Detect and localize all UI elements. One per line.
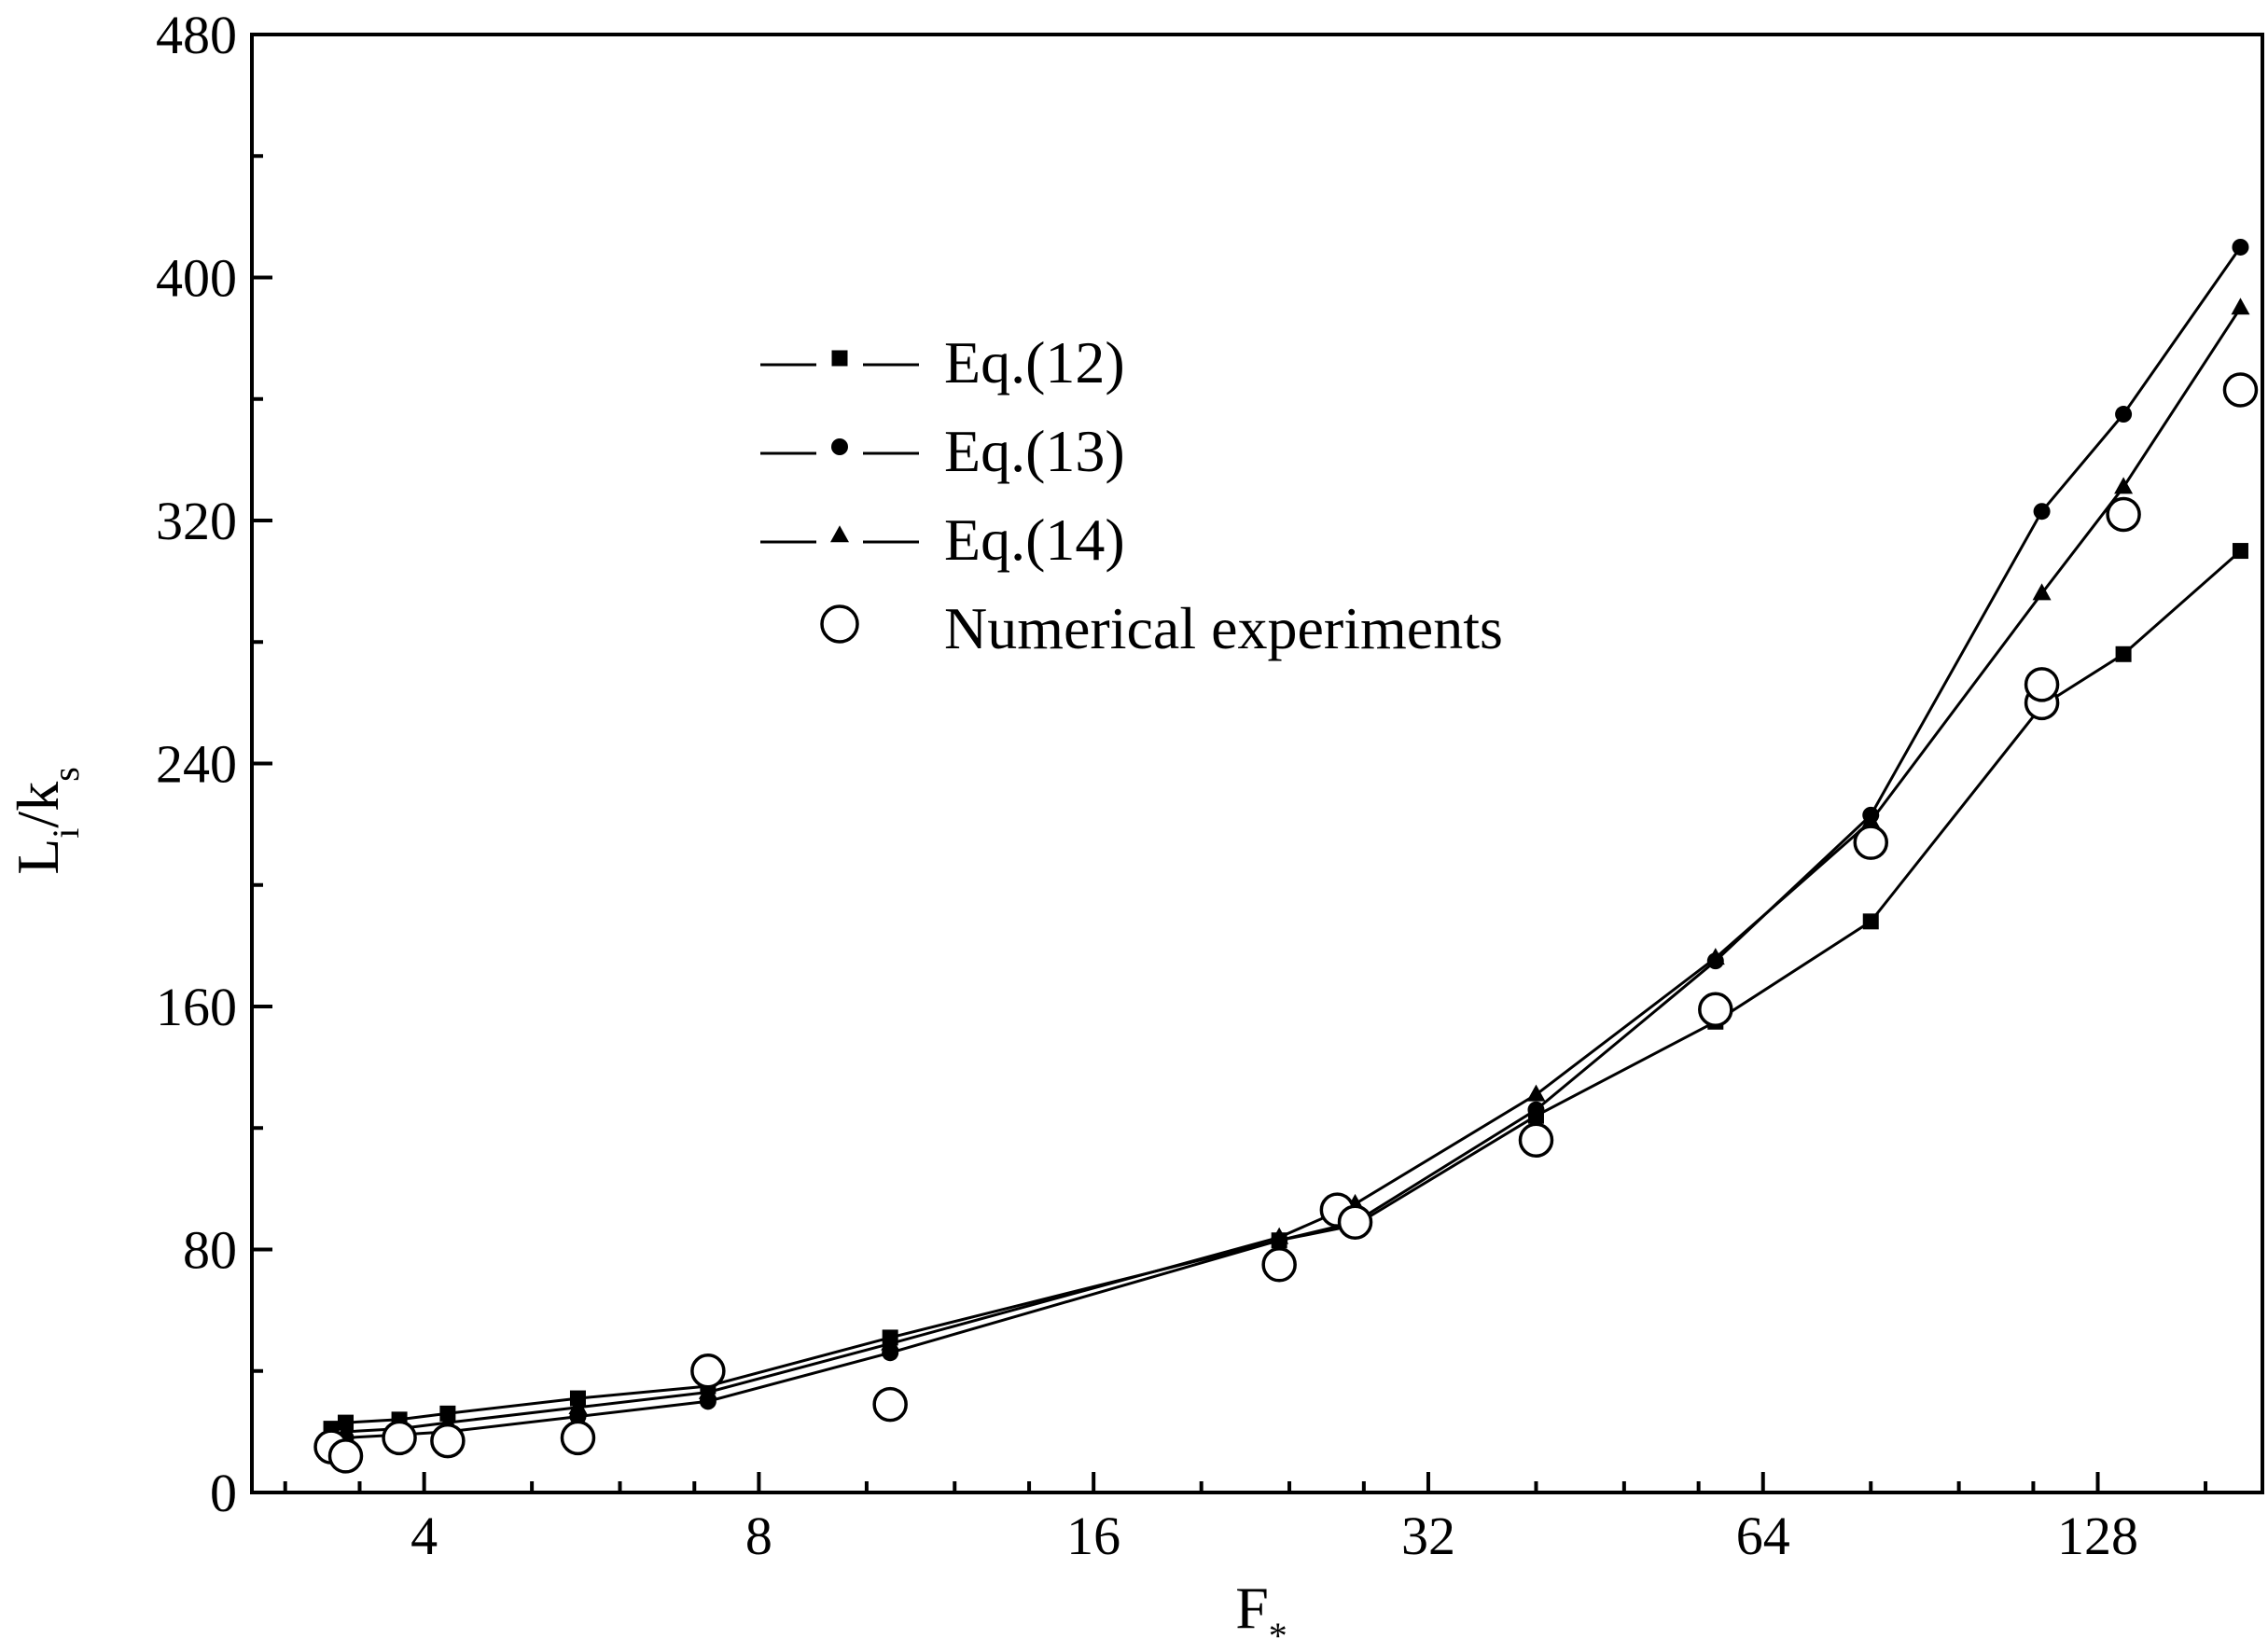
data-point-open-circle [1698, 992, 1733, 1028]
legend: Eq.(12) Eq.(13) Eq.(14) Numerical experimen… [760, 329, 1503, 661]
y-axis-title-sub1: i [45, 828, 87, 839]
y-tick-label: 0 [210, 1463, 237, 1523]
data-point-open-circle [1261, 1247, 1297, 1283]
y-tick-label: 400 [156, 248, 237, 309]
data-point-open-circle [2106, 496, 2141, 533]
data-point-open-circle [2024, 667, 2060, 702]
data-point-triangle [568, 1397, 588, 1415]
y-tick-label: 160 [156, 977, 237, 1037]
legend-marker-square [831, 350, 848, 367]
series-markers [313, 238, 2259, 1474]
data-point-open-circle [1853, 825, 1889, 860]
data-point-triangle [1270, 1227, 1289, 1244]
x-axis-title-main: F [1235, 1575, 1269, 1641]
data-point-circle [1527, 1101, 1545, 1118]
data-point-triangle [881, 1333, 900, 1351]
data-point-open-circle [872, 1386, 908, 1423]
plot-frame [250, 33, 2264, 1494]
legend-label: Eq.(13) [944, 418, 1125, 484]
series-line-square [330, 549, 2242, 1430]
y-axis-title: Li/ks [5, 767, 87, 875]
data-point-open-circle [327, 1438, 364, 1474]
legend-marker-open-circle [820, 604, 859, 644]
y-tick-label: 320 [156, 491, 237, 551]
y-axis-title-sub2: s [45, 767, 87, 782]
data-point-square [2115, 646, 2132, 662]
data-point-square [2232, 543, 2248, 560]
data-point-triangle [2032, 583, 2052, 601]
data-point-circle [2033, 503, 2051, 521]
x-tick-label: 16 [1066, 1506, 1120, 1566]
x-tick-label: 128 [2057, 1506, 2138, 1566]
y-tick-label: 80 [183, 1220, 237, 1281]
data-point-triangle [1705, 948, 1725, 965]
legend-label: Eq.(14) [944, 507, 1125, 573]
x-tick-label: 4 [410, 1506, 438, 1566]
data-point-open-circle [382, 1420, 417, 1456]
x-axis-title: F* [1235, 1575, 1287, 1652]
data-point-triangle [1526, 1084, 1546, 1102]
legend-label: Eq.(12) [944, 329, 1125, 396]
data-point-triangle [1861, 811, 1881, 828]
axes-layer: 0 80 160 240 320 400 480 4 8 16 32 64 128 [156, 5, 2264, 1566]
x-tick-label: 64 [1736, 1506, 1790, 1566]
data-point-open-circle [1518, 1122, 1554, 1159]
data-point-open-circle [1337, 1204, 1373, 1240]
x-tick-label: 32 [1401, 1506, 1455, 1566]
data-point-triangle [698, 1381, 717, 1399]
data-point-square [1862, 913, 1879, 930]
y-axis-title-main: L [5, 839, 71, 875]
data-point-triangle [2231, 298, 2250, 315]
y-tick-label: 480 [156, 5, 237, 65]
legend-marker-triangle [830, 525, 849, 543]
x-tick-label: 8 [745, 1506, 772, 1566]
y-tick-label: 240 [156, 734, 237, 795]
data-point-open-circle [690, 1354, 726, 1389]
data-point-circle [2115, 406, 2133, 423]
x-axis-title-sub: * [1269, 1615, 1287, 1652]
legend-label: Numerical experiments [944, 595, 1503, 661]
legend-marker-circle [831, 438, 848, 455]
data-point-open-circle [2222, 372, 2259, 408]
data-point-triangle [2114, 477, 2134, 494]
data-point-open-circle [560, 1420, 596, 1456]
data-point-open-circle [430, 1423, 466, 1459]
y-axis-title-mid: /k [5, 782, 71, 828]
data-point-circle [2232, 238, 2249, 256]
